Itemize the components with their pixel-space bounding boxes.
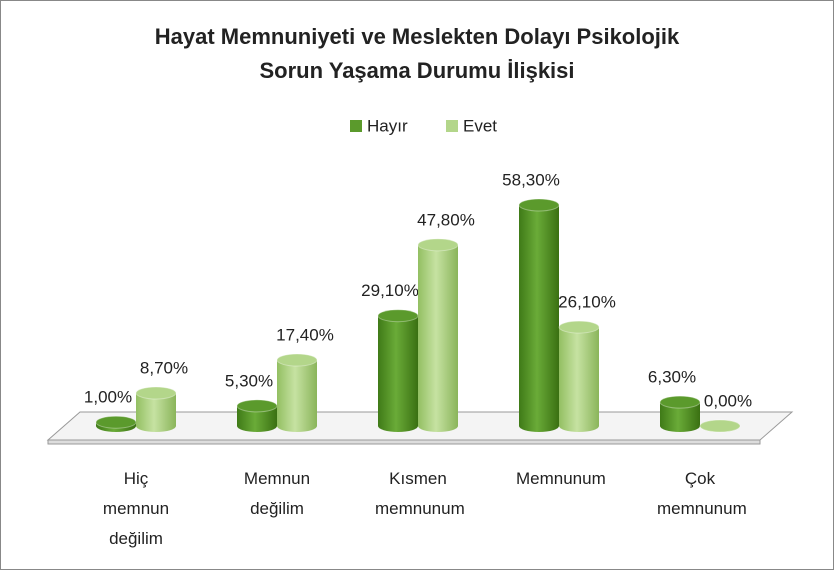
x-tick-label: Çok memnunum: [657, 469, 747, 518]
bar: [135, 386, 177, 432]
bar: [377, 309, 419, 432]
x-tick-label: Hiç memnun değilim: [102, 469, 170, 548]
bar-body: [660, 402, 700, 426]
legend-label: Hayır: [367, 116, 408, 135]
bar-body: [378, 315, 418, 426]
bar-top: [135, 386, 177, 400]
bar-top: [518, 198, 560, 212]
legend-swatch: [446, 120, 458, 132]
bar-body: [277, 360, 317, 426]
data-label: 0,00%: [704, 391, 752, 410]
bar: [417, 238, 459, 432]
data-label: 47,80%: [417, 210, 475, 229]
floor-edge: [47, 439, 761, 445]
data-label: 26,10%: [558, 293, 616, 312]
bar-body: [559, 327, 599, 426]
x-tick-label: Memnun değilim: [243, 469, 311, 518]
bar-top: [659, 395, 701, 409]
data-label: 1,00%: [84, 388, 132, 407]
bar-top: [95, 415, 137, 429]
data-label: 29,10%: [361, 281, 419, 300]
bar-top: [377, 309, 419, 323]
bar-top: [558, 320, 600, 334]
chart-title: Sorun Yaşama Durumu İlişkisi: [259, 58, 574, 83]
bar: [276, 353, 318, 432]
bar: [95, 415, 137, 432]
x-tick-label: Kısmen memnunum: [375, 469, 465, 518]
bar: [659, 395, 701, 432]
bar: [236, 399, 278, 432]
bar-body: [418, 244, 458, 426]
legend-swatch: [350, 120, 362, 132]
bar-top: [236, 399, 278, 413]
bar-top: [276, 353, 318, 367]
chart-title: Hayat Memnuniyeti ve Meslekten Dolayı Ps…: [155, 24, 680, 49]
bar: [558, 320, 600, 432]
bar: [518, 198, 560, 432]
data-label: 5,30%: [225, 371, 273, 390]
data-label: 6,30%: [648, 368, 696, 387]
legend-label: Evet: [463, 116, 497, 135]
data-label: 58,30%: [502, 171, 560, 190]
bar-body: [519, 205, 559, 426]
bar: [699, 419, 741, 433]
x-tick-label: Memnunum: [516, 469, 606, 488]
bar-top: [699, 419, 741, 433]
bar-top: [417, 238, 459, 252]
data-label: 8,70%: [140, 359, 188, 378]
data-label: 17,40%: [276, 326, 334, 345]
